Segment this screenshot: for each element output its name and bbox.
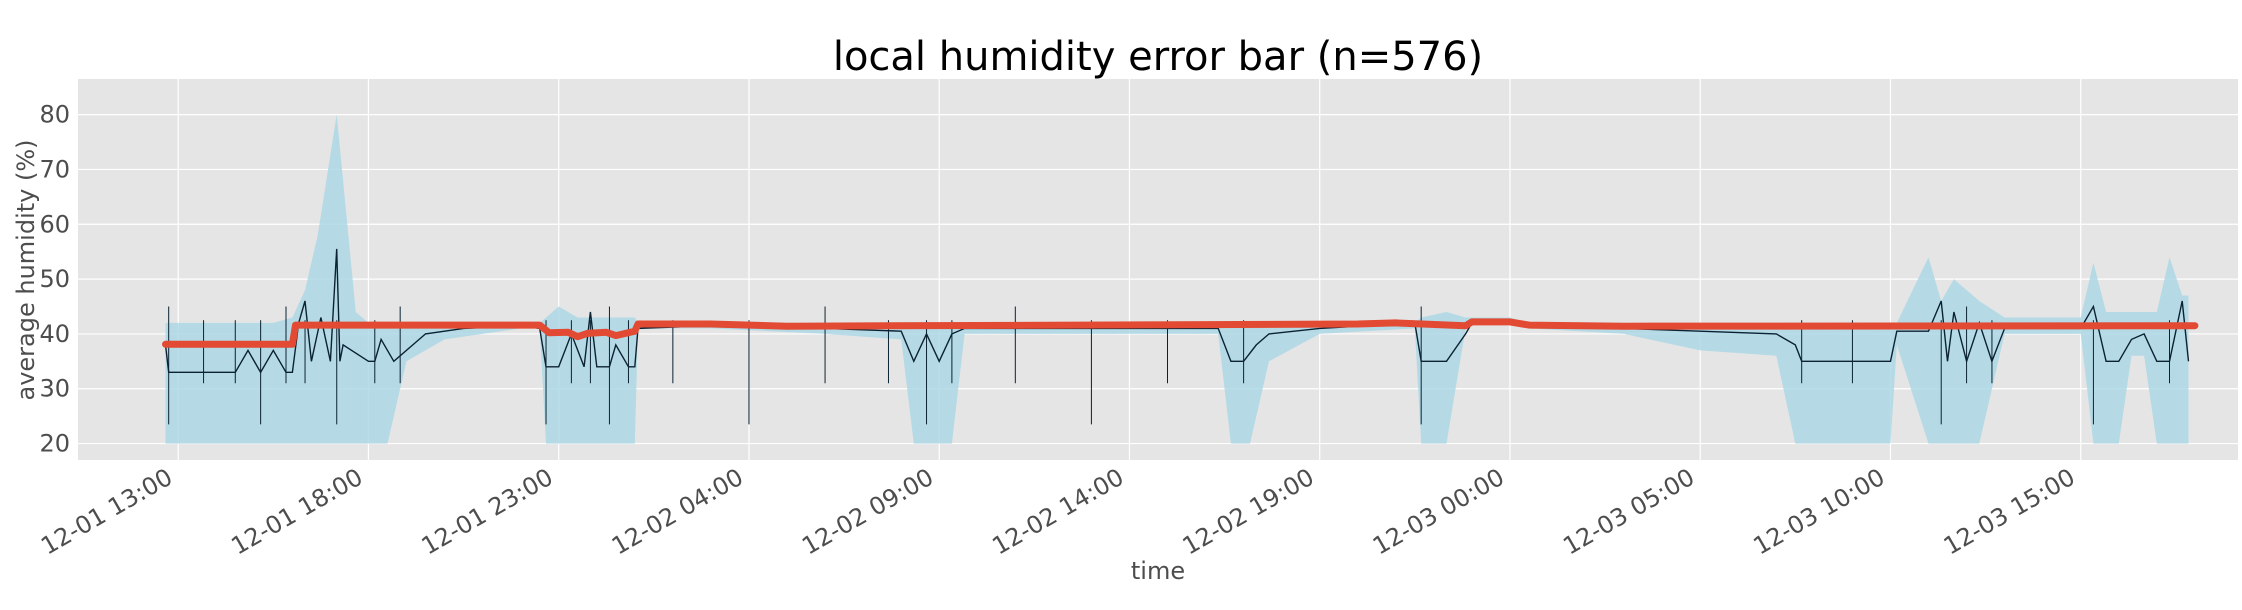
y-tick-labels: 20 30 40 50 60 70 80 bbox=[39, 101, 70, 458]
y-tick-label: 50 bbox=[39, 265, 70, 293]
y-tick-label: 80 bbox=[39, 101, 70, 129]
mean-line bbox=[162, 318, 2199, 348]
chart-title: local humidity error bar (n=576) bbox=[833, 34, 1483, 80]
x-tick-label: 12-02 09:00 bbox=[797, 463, 938, 561]
x-tick-labels: 12-01 13:00 12-01 18:00 12-01 23:00 12-02 0… bbox=[36, 463, 2079, 561]
x-tick-label: 12-03 00:00 bbox=[1368, 463, 1509, 561]
x-axis-label: time bbox=[1131, 557, 1185, 585]
y-tick-label: 70 bbox=[39, 155, 70, 183]
error-band bbox=[165, 114, 2189, 444]
x-tick-label: 12-03 15:00 bbox=[1939, 463, 2080, 561]
x-tick-label: 12-02 04:00 bbox=[607, 463, 748, 561]
x-tick-label: 12-03 05:00 bbox=[1558, 463, 1699, 561]
y-axis-label: average humidity (%) bbox=[12, 139, 40, 400]
x-tick-label: 12-02 14:00 bbox=[988, 463, 1129, 561]
y-tick-label: 30 bbox=[39, 375, 70, 403]
x-tick-label: 12-01 13:00 bbox=[36, 463, 177, 561]
y-tick-label: 60 bbox=[39, 210, 70, 238]
error-band-layer bbox=[165, 114, 2189, 444]
y-tick-label: 40 bbox=[39, 320, 70, 348]
x-tick-label: 12-03 10:00 bbox=[1749, 463, 1890, 561]
x-tick-label: 12-02 19:00 bbox=[1178, 463, 1319, 561]
x-tick-label: 12-01 23:00 bbox=[417, 463, 558, 561]
mean-line-layer bbox=[162, 318, 2199, 348]
plot-background bbox=[78, 79, 2238, 460]
x-tick-label: 12-01 18:00 bbox=[227, 463, 368, 561]
y-tick-label: 20 bbox=[39, 430, 70, 458]
